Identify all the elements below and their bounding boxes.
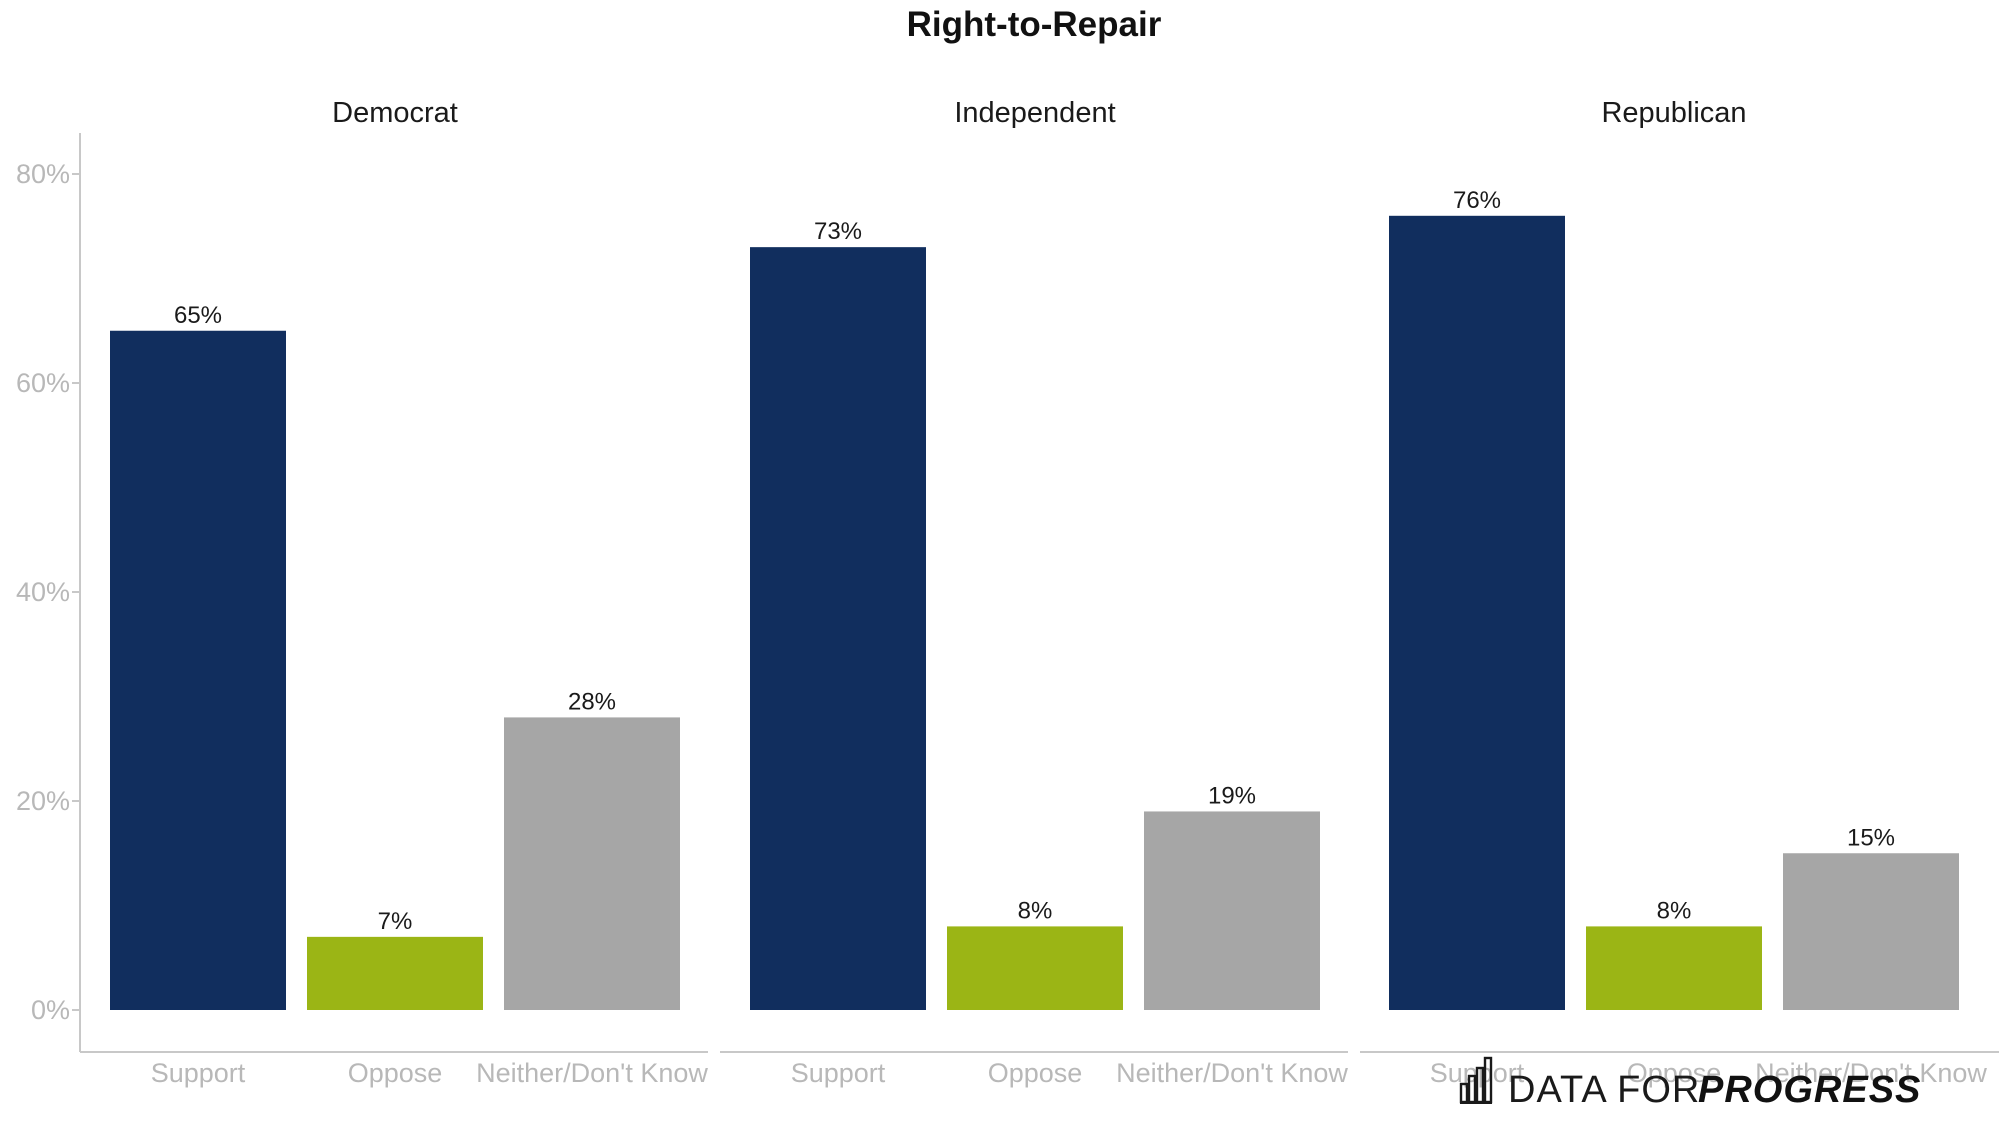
panel-independent: Independent 73% Support 8% Oppose 19% Neither/… — [720, 97, 1348, 1088]
bar-independent-oppose — [947, 926, 1123, 1010]
panel-title: Republican — [1601, 97, 1746, 129]
chart-panels: Democrat 65% Support 7% Oppose 28% Neither/Don… — [80, 97, 1999, 1088]
data-label: 73% — [814, 218, 862, 245]
x-tick-label: Neither/Don't Know — [476, 1058, 708, 1088]
bar-independent-neither — [1144, 811, 1320, 1010]
data-label: 76% — [1453, 187, 1501, 214]
bar-democrat-oppose — [307, 936, 483, 1010]
brand-logo: DATA FOR PROGRESS — [1459, 1056, 1921, 1111]
logo-text-progress: PROGRESS — [1698, 1069, 1921, 1111]
x-tick-label: Oppose — [348, 1058, 443, 1088]
panel-republican: Republican76%Support8%Oppose15%Neither/D… — [1360, 97, 1999, 1088]
y-tick-label: 60% — [16, 368, 70, 398]
bar-republican-oppose — [1586, 926, 1762, 1010]
bar-democrat-support — [110, 330, 286, 1010]
data-label: 7% — [378, 908, 413, 935]
panel-title: Democrat — [332, 97, 458, 129]
chart-title: Right-to-Repair — [907, 5, 1162, 44]
x-tick-label: Oppose — [1627, 1058, 1722, 1088]
bar-republican-support — [1389, 215, 1565, 1011]
x-tick-label: Support — [791, 1058, 886, 1088]
y-tick-label: 0% — [31, 995, 70, 1025]
bar-democrat-neither — [504, 717, 680, 1010]
panel-democrat: Democrat 65% Support 7% Oppose 28% Neither/Don… — [80, 97, 708, 1088]
x-tick-label: Neither/Don't Know — [1755, 1058, 1987, 1088]
y-tick-label: 20% — [16, 786, 70, 816]
data-label: 19% — [1208, 782, 1256, 809]
data-label: 65% — [174, 302, 222, 329]
bar-chart-icon — [1459, 1056, 1493, 1104]
x-tick-label: Oppose — [988, 1058, 1083, 1088]
y-axis: 0% 20% 40% 60% 80% — [16, 133, 81, 1052]
x-tick-label: Neither/Don't Know — [1116, 1058, 1348, 1088]
data-label: 15% — [1847, 824, 1895, 851]
data-label: 8% — [1657, 897, 1692, 924]
bar-republican-neither — [1783, 853, 1959, 1010]
data-label: 8% — [1018, 897, 1053, 924]
panel-title: Independent — [954, 97, 1115, 129]
data-label: 28% — [568, 688, 616, 715]
logo-text-data-for: DATA FOR — [1508, 1069, 1700, 1111]
x-tick-label: Support — [151, 1058, 246, 1088]
y-tick-label: 80% — [16, 159, 70, 189]
y-tick-label: 40% — [16, 577, 70, 607]
bar-independent-support — [750, 247, 926, 1010]
